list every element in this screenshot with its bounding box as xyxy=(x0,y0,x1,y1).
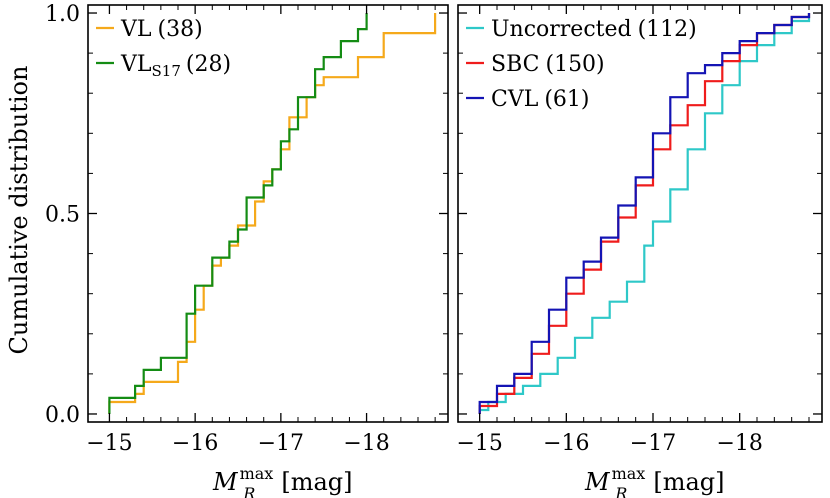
legend-label: SBC (150) xyxy=(491,52,605,77)
x-tick-label: −15 xyxy=(86,431,132,456)
x-tick-label: −17 xyxy=(258,431,304,456)
y-tick-label: 0.5 xyxy=(45,203,80,228)
x-tick-label: −18 xyxy=(343,431,389,456)
x-tick-label: −16 xyxy=(543,431,589,456)
legend-label: CVL (61) xyxy=(491,87,590,112)
legend-label: Uncorrected (112) xyxy=(491,17,697,42)
series-line-vl xyxy=(108,13,437,414)
legend-entry: SBC (150) xyxy=(466,52,605,77)
x-tick-label: −16 xyxy=(172,431,218,456)
legend-label: VL (38) xyxy=(120,17,203,42)
series-line-uncorrected xyxy=(478,13,811,414)
series-line-vl-s17 xyxy=(108,13,368,414)
left-panel: −15 −16 −17 −18 0.0 0.5 1.0 M max R [mag] VL (38) VLS… xyxy=(45,2,449,498)
legend-label: VLS17 (28) xyxy=(120,52,231,80)
x-tick-label: −18 xyxy=(716,431,762,456)
y-axis-label: Cumulative distribution xyxy=(5,66,33,355)
legend-entry: VL (38) xyxy=(96,17,203,42)
right-panel: −15 −16 −17 −18 M max R [mag] Uncorrected (112) SB… xyxy=(456,4,823,498)
series-line-cvl xyxy=(478,13,811,414)
legend-entry: Uncorrected (112) xyxy=(466,17,697,42)
legend-entry: VLS17 (28) xyxy=(96,52,231,80)
x-tick-label: −17 xyxy=(630,431,676,456)
y-tick-label: 1.0 xyxy=(45,2,80,27)
y-tick-label: 0.0 xyxy=(45,403,80,428)
x-tick-label: −15 xyxy=(456,431,502,456)
legend-entry: CVL (61) xyxy=(466,87,590,112)
